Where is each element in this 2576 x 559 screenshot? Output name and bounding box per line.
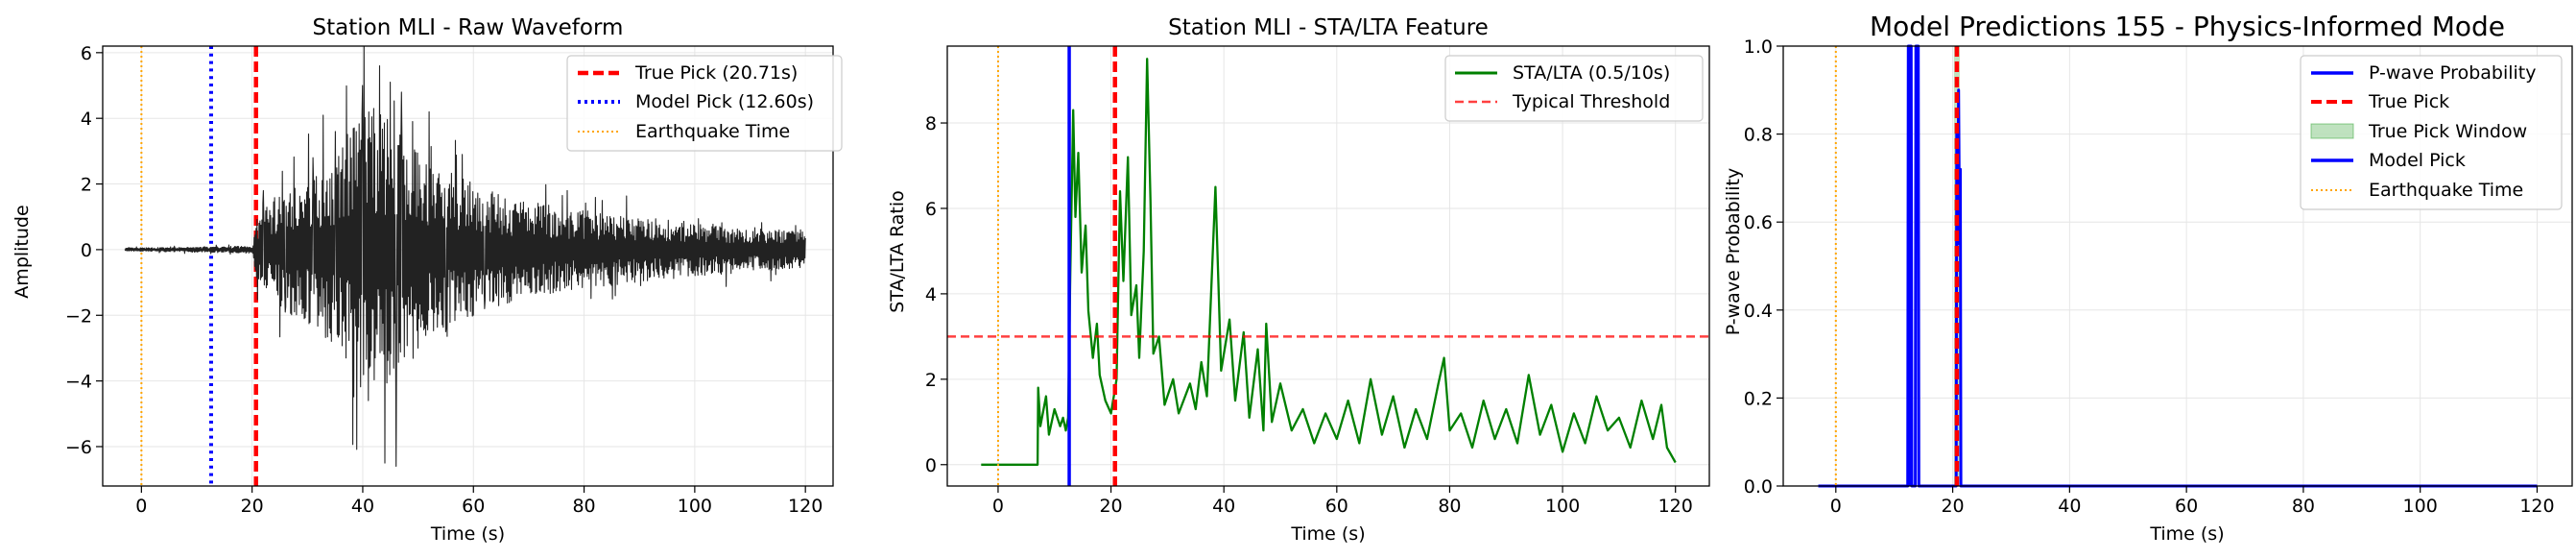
- plot-frame: [102, 45, 834, 487]
- y-tick-label: −4: [65, 372, 92, 393]
- y-tick-label: 0: [925, 455, 937, 476]
- y-tick-label: 6: [81, 43, 92, 64]
- y-tick-label: 2: [81, 175, 92, 196]
- legend-label-earthquake-time: Earthquake Time: [2369, 180, 2523, 201]
- x-tick-label: 60: [1325, 496, 1348, 517]
- legend-label-model-pick: Model Pick (12.60s): [635, 91, 814, 112]
- y-axis-label: STA/LTA Ratio: [887, 190, 908, 313]
- legend-label-model-pick: Model Pick: [2369, 150, 2466, 171]
- x-tick-label: 40: [1212, 496, 1235, 517]
- x-tick-label: 80: [572, 496, 595, 517]
- chart-title: Station MLI - Raw Waveform: [313, 15, 624, 40]
- x-tick-label: 40: [351, 496, 374, 517]
- x-tick-label: 120: [788, 496, 823, 517]
- legend-label-earthquake-time: Earthquake Time: [635, 121, 790, 142]
- chart-title: Model Predictions 155 - Physics-Informed…: [1870, 11, 2505, 42]
- y-axis-label: Amplitude: [12, 205, 33, 298]
- legend-label-true-pick: True Pick (20.71s): [634, 62, 798, 84]
- y-tick-label: 4: [925, 284, 937, 305]
- legend-box: [2300, 55, 2563, 210]
- y-tick-label: −2: [65, 305, 92, 327]
- series-sta-lta-0-5-10s: [981, 58, 1677, 466]
- x-tick-label: 60: [2175, 496, 2198, 517]
- x-tick-label: 120: [2519, 496, 2554, 517]
- x-tick-label: 120: [1658, 496, 1693, 517]
- plot-area: [124, 45, 806, 486]
- x-tick-label: 40: [2058, 496, 2081, 517]
- legend-label-threshold: Typical Threshold: [1512, 91, 1670, 112]
- y-tick-label: 2: [925, 370, 937, 391]
- series-waveform: [124, 45, 806, 468]
- model-predictions-panel: Model Predictions 155 - Physics-Informed…: [1723, 11, 2573, 545]
- legend-label-true-pick: True Pick: [2368, 91, 2449, 112]
- x-tick-label: 80: [2292, 496, 2315, 517]
- legend-label-sta-lta: STA/LTA (0.5/10s): [1513, 62, 1670, 84]
- y-tick-label: 0: [81, 240, 92, 261]
- x-axis-label: Time (s): [430, 523, 505, 545]
- axis-ticks: 0 20 40 60 80 100 120 −6 −4 −2 0 2 4 6: [65, 43, 823, 517]
- legend-swatch-true-pick-window: [2310, 123, 2354, 139]
- y-tick-label: 4: [81, 109, 92, 130]
- plot-frame: [946, 45, 1710, 487]
- x-axis-label: Time (s): [1290, 523, 1365, 545]
- x-tick-label: 60: [462, 496, 485, 517]
- x-tick-label: 20: [241, 496, 264, 517]
- legend: True Pick (20.71s) Model Pick (12.60s) E…: [566, 55, 843, 152]
- y-axis-label: P-wave Probability: [1723, 168, 1744, 336]
- y-tick-label: 0.6: [1744, 212, 1773, 233]
- x-tick-label: 0: [135, 496, 147, 517]
- axis-ticks: 0 20 40 60 80 100 120 0.0 0.2 0.4 0.6 0.8 1.0: [1744, 36, 2555, 517]
- legend-box: [1444, 55, 1704, 122]
- y-tick-label: 0.2: [1744, 388, 1773, 409]
- x-tick-label: 80: [1438, 496, 1461, 517]
- x-tick-label: 100: [678, 496, 712, 517]
- x-tick-label: 20: [1099, 496, 1122, 517]
- legend: P-wave Probability True Pick True Pick W…: [2300, 55, 2563, 210]
- legend-box: [566, 55, 843, 152]
- y-tick-label: 6: [925, 199, 937, 220]
- x-tick-label: 20: [1941, 496, 1964, 517]
- y-tick-label: 0.0: [1744, 476, 1773, 498]
- y-tick-label: 8: [925, 113, 937, 134]
- x-tick-label: 100: [2403, 496, 2438, 517]
- y-tick-label: 0.4: [1744, 301, 1773, 322]
- sta-lta-panel: Station MLI - STA/LTA Feature 0 20 40 60 80 1…: [887, 15, 1710, 545]
- y-tick-label: 0.8: [1744, 125, 1773, 146]
- plot-frame: [1782, 45, 2573, 487]
- chart-title: Station MLI - STA/LTA Feature: [1168, 15, 1489, 40]
- x-axis-label: Time (s): [2149, 523, 2224, 545]
- waveform-panel: Station MLI - Raw Waveform 0 20 40 60 80 100 1…: [12, 15, 843, 545]
- y-tick-label: 1.0: [1744, 36, 1773, 58]
- y-tick-label: −6: [65, 437, 92, 458]
- x-tick-label: 100: [1545, 496, 1580, 517]
- axis-ticks: 0 20 40 60 80 100 120 0 2 4 6 8: [925, 113, 1693, 517]
- legend-label-p-wave-probability: P-wave Probability: [2369, 62, 2537, 84]
- x-tick-label: 0: [992, 496, 1004, 517]
- x-tick-label: 0: [1830, 496, 1842, 517]
- plot-area: [947, 46, 1709, 486]
- legend: STA/LTA (0.5/10s) Typical Threshold: [1444, 55, 1704, 122]
- legend-label-true-pick-window: True Pick Window: [2368, 121, 2527, 142]
